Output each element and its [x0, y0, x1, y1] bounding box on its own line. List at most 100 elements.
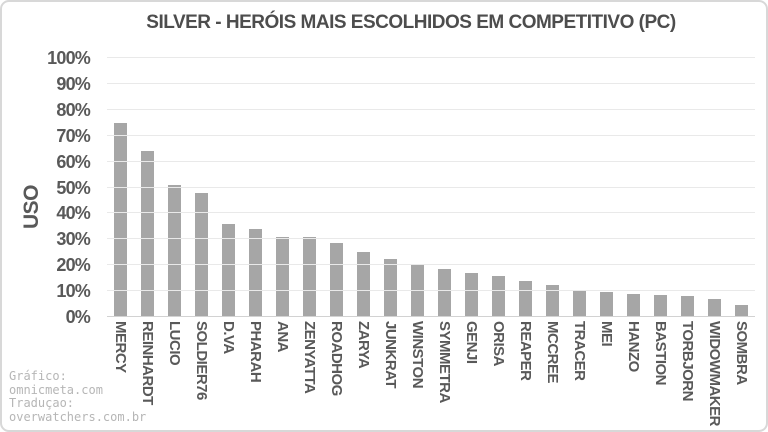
x-label-column: GENJI [458, 321, 485, 430]
bar-bastion [654, 295, 667, 317]
x-label-widowmaker: WIDOWMAKER [706, 321, 723, 426]
credit-line: Traduçao: [9, 396, 75, 410]
gridline-20% [107, 264, 755, 266]
x-label-column: ROADHOG [323, 321, 350, 430]
x-label-orisa: ORISA [490, 321, 507, 367]
bar-column [134, 58, 161, 317]
bar-mercy [114, 122, 127, 317]
x-label-winston: WINSTON [409, 321, 426, 389]
bar-column [377, 58, 404, 317]
x-label-mercy: MERCY [112, 321, 129, 373]
credit-line: overwatchers.com.br [9, 409, 147, 424]
x-label-zenyatta: ZENYATTA [301, 321, 318, 394]
bar-column [620, 58, 647, 317]
y-tick-label: 70% [56, 125, 90, 146]
x-label-column: MEI [593, 321, 620, 430]
x-label-column: D.VA [215, 321, 242, 430]
x-label-column: TORBJORN [674, 321, 701, 430]
x-label-roadhog: ROADHOG [328, 321, 345, 396]
bar-column [647, 58, 674, 317]
x-label-column: MERCY [107, 321, 134, 430]
x-label-tracer: TRACER [571, 321, 588, 381]
gridline-0% [107, 316, 755, 317]
bar-column [458, 58, 485, 317]
credit-text: Gráfico: omnicmeta.com Traduçao: overwatche… [9, 369, 147, 424]
y-tick-label: 10% [56, 281, 90, 302]
bar-sombra [735, 305, 748, 317]
bar-torbjorn [681, 296, 694, 317]
x-label-column: ORISA [485, 321, 512, 430]
bar-column [674, 58, 701, 317]
x-label-mccree: MCCREE [544, 321, 561, 384]
bar-roadhog [330, 243, 343, 317]
chart-title: SILVER - HERÓIS MAIS ESCOLHIDOS EM COMPE… [146, 12, 676, 33]
x-label-genji: GENJI [463, 321, 480, 364]
bar-orisa [492, 275, 505, 317]
bar-column [404, 58, 431, 317]
plot-area [107, 57, 755, 317]
y-tick-label: 40% [56, 203, 90, 224]
bar-column [242, 58, 269, 317]
x-label-column: PHARAH [242, 321, 269, 430]
x-label-zarya: ZARYA [355, 321, 372, 369]
bar-column [539, 58, 566, 317]
bar-column [593, 58, 620, 317]
bar-genji [465, 272, 478, 317]
x-label-column: REAPER [512, 321, 539, 430]
bar-column [161, 58, 188, 317]
bar-lucio [168, 184, 181, 317]
bar-tracer [573, 289, 586, 317]
x-label-torbjorn: TORBJORN [679, 321, 696, 401]
y-tick-label: 60% [56, 151, 90, 172]
x-label-column: SYMMETRA [431, 321, 458, 430]
bar-column [431, 58, 458, 317]
y-tick-label: 100% [47, 48, 91, 68]
y-tick-label: 20% [56, 255, 90, 276]
gridline-90% [107, 82, 755, 84]
bar-mccree [546, 284, 559, 317]
bar-zenyatta [303, 236, 316, 317]
bar-column [323, 58, 350, 317]
bar-symmetra [438, 269, 451, 317]
bar-series [107, 58, 755, 317]
x-label-sombra: SOMBRA [733, 321, 750, 385]
x-label-column: HANZO [620, 321, 647, 430]
x-label-column: ANA [269, 321, 296, 430]
gridline-30% [107, 238, 755, 240]
x-label-column: ZENYATTA [296, 321, 323, 430]
y-tick-label: 30% [56, 229, 90, 250]
bar-widowmaker [708, 298, 721, 317]
x-label-column: MCCREE [539, 321, 566, 430]
x-label-soldier76: SOLDIER76 [193, 321, 210, 400]
bar-d-va [222, 223, 235, 317]
bar-column [188, 58, 215, 317]
y-tick-label: 90% [56, 73, 90, 94]
x-label-ana: ANA [274, 321, 291, 352]
gridline-50% [107, 186, 755, 188]
gridline-80% [107, 108, 755, 110]
y-tick-label: 0% [65, 307, 91, 327]
x-label-pharah: PHARAH [247, 321, 264, 383]
y-axis-tick-labels: 0% 10% 20% 30% 40% 50% 60% 70% 80% 90% 100% [2, 2, 91, 342]
y-tick-label: 80% [56, 99, 90, 120]
credit-line: omnicmeta.com [9, 382, 103, 397]
credit-line: Gráfico: [9, 369, 67, 383]
x-label-column: BASTION [647, 321, 674, 430]
bar-column [215, 58, 242, 317]
bar-reinhardt [141, 151, 154, 317]
x-label-d-va: D.VA [220, 321, 237, 354]
x-label-junkrat: JUNKRAT [382, 321, 399, 389]
x-label-reaper: REAPER [517, 321, 534, 381]
bar-column [269, 58, 296, 317]
x-label-column: REINHARDT [134, 321, 161, 430]
x-label-column: TRACER [566, 321, 593, 430]
bar-column [701, 58, 728, 317]
bar-reaper [519, 280, 532, 317]
x-label-column: SOMBRA [728, 321, 755, 430]
x-label-reinhardt: REINHARDT [139, 321, 156, 405]
x-label-column: WIDOWMAKER [701, 321, 728, 430]
bar-column [566, 58, 593, 317]
x-label-column: WINSTON [404, 321, 431, 430]
bar-mei [600, 292, 613, 317]
x-label-column: LUCIO [161, 321, 188, 430]
